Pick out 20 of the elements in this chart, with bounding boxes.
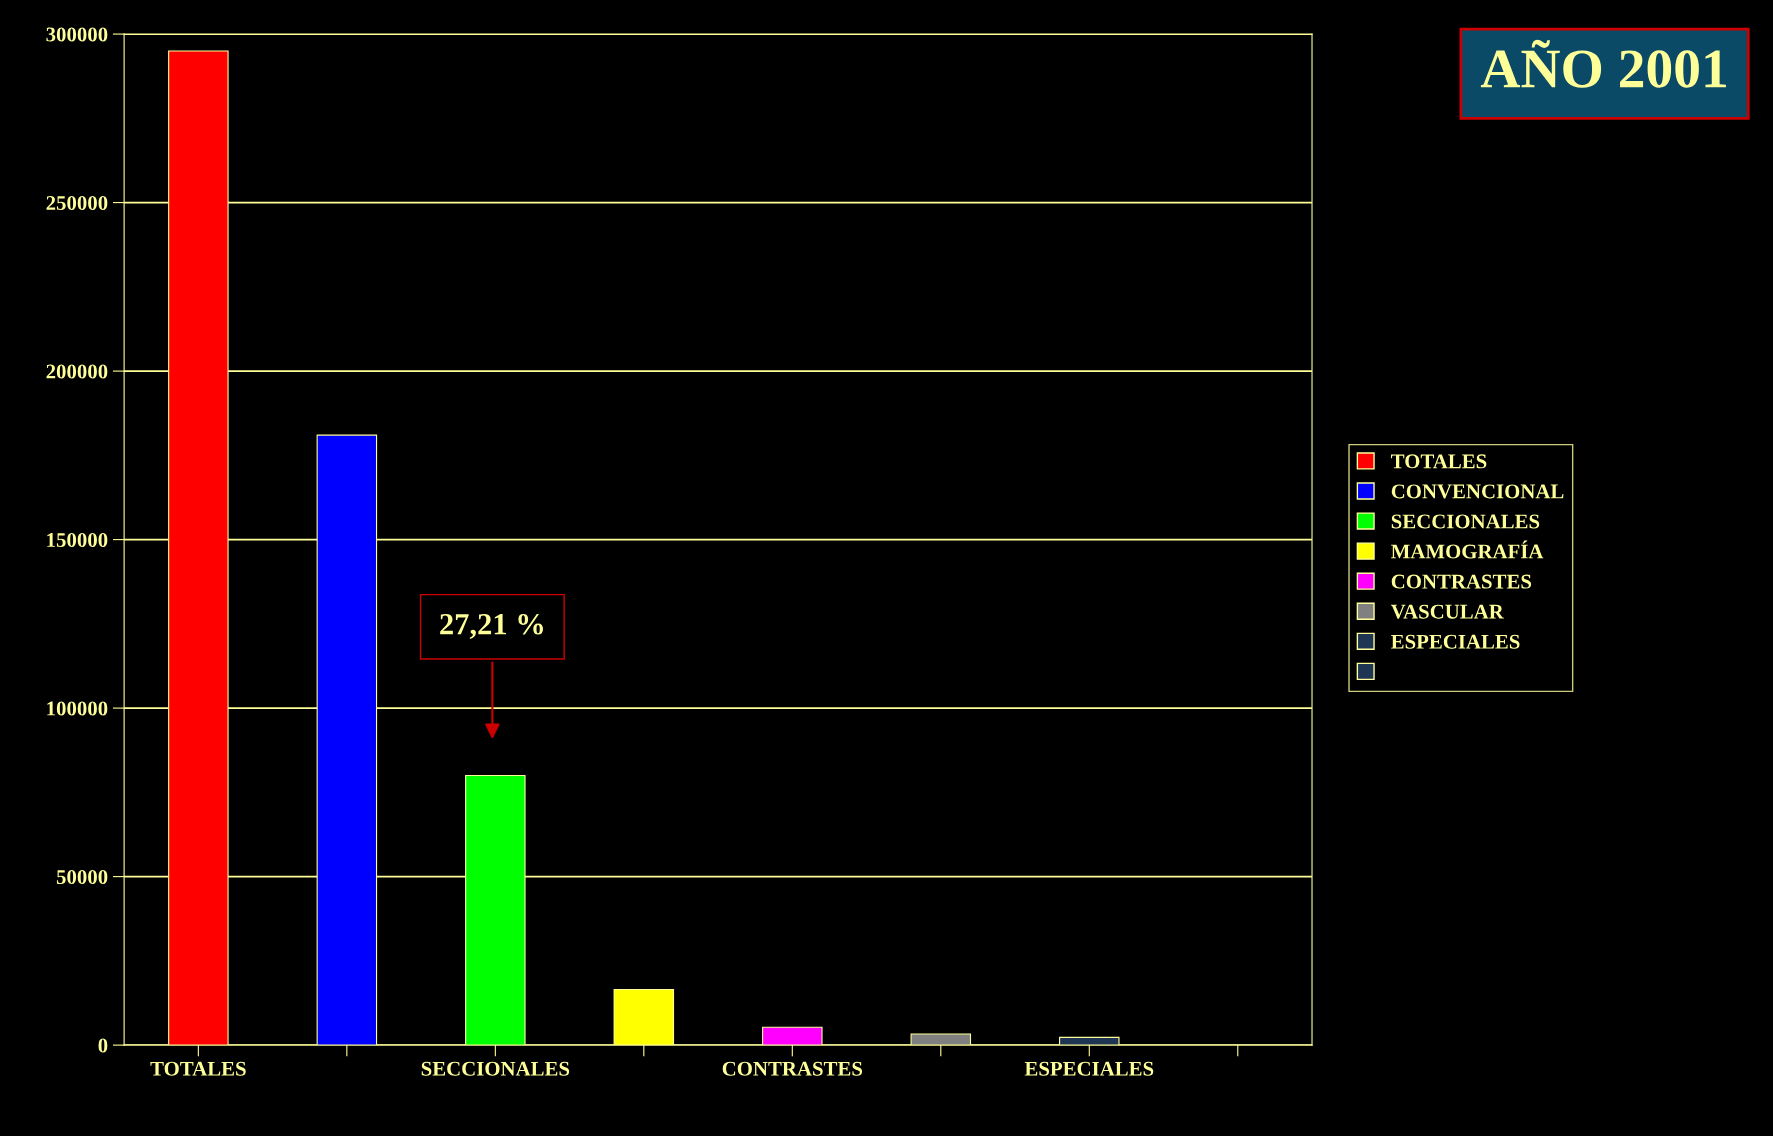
x-tick-label: TOTALES [150, 1061, 246, 1076]
legend-label: SECCIONALES [1391, 514, 1540, 529]
y-tick-label: 300000 [46, 27, 108, 42]
legend-label: CONVENCIONAL [1391, 484, 1564, 499]
legend-label: TOTALES [1391, 454, 1487, 469]
legend-label: ESPECIALES [1391, 634, 1520, 649]
y-tick-label: 100000 [47, 701, 108, 716]
x-tick-label: CONTRASTES [722, 1061, 863, 1076]
legend-label: VASCULAR [1390, 604, 1504, 619]
annotation: 27,21 % [440, 613, 543, 639]
x-tick-label: ESPECIALES [1024, 1061, 1154, 1076]
text: AÑO 2001 [1480, 39, 1726, 88]
legend-label: CONTRASTES [1391, 574, 1532, 589]
y-tick-label: 150000 [47, 532, 108, 548]
y-tick-label: 50000 [56, 869, 108, 885]
legend-label: MAMOGRAFÍA [1391, 540, 1544, 559]
x-tick-label: SECCIONALES [421, 1061, 570, 1076]
y-tick-label: 200000 [46, 364, 108, 379]
y-tick-label: 250000 [46, 195, 108, 211]
y-tick-label: 0 [98, 1038, 108, 1053]
